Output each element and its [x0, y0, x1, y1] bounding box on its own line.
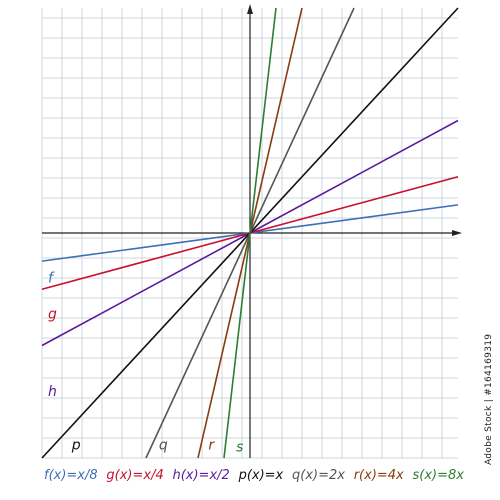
label-h: h — [48, 384, 57, 400]
label-p: p — [71, 437, 81, 453]
legend-f: f(x)=x/8 — [44, 468, 98, 483]
legend-g: g(x)=x/4 — [106, 468, 164, 483]
line-s — [223, 7, 277, 459]
legend: f(x)=x/8 g(x)=x/4 h(x)=x/2 p(x)=x q(x)=2… — [44, 468, 464, 483]
legend-s: s(x)=8x — [412, 468, 464, 483]
label-q: q — [159, 437, 168, 453]
label-r: r — [208, 437, 215, 453]
function-lines — [41, 7, 459, 459]
label-f: f — [48, 270, 55, 286]
x-axis-arrow — [452, 230, 462, 236]
legend-h: h(x)=x/2 — [172, 468, 230, 483]
legend-r: r(x)=4x — [353, 468, 404, 483]
label-s: s — [236, 440, 243, 456]
label-g: g — [48, 307, 57, 323]
y-axis-arrow — [247, 4, 253, 14]
stock-id: Adobe Stock | #164169319 — [484, 333, 494, 465]
legend-q: q(x)=2x — [292, 468, 345, 483]
line-labels: f g h p q r s — [48, 270, 243, 455]
legend-p: p(x)=x — [238, 468, 284, 483]
